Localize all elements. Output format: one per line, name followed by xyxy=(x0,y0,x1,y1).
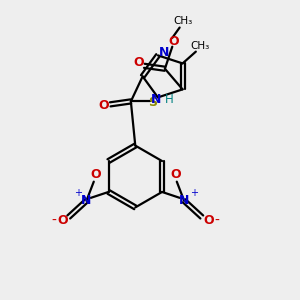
Text: -: - xyxy=(52,214,56,227)
Text: CH₃: CH₃ xyxy=(173,16,192,26)
Text: O: O xyxy=(98,99,109,112)
Text: O: O xyxy=(90,168,101,181)
Text: N: N xyxy=(81,194,92,207)
Text: O: O xyxy=(133,56,144,69)
Text: O: O xyxy=(203,214,214,227)
Text: N: N xyxy=(151,93,161,106)
Text: -: - xyxy=(214,214,219,227)
Text: O: O xyxy=(168,35,179,48)
Text: N: N xyxy=(179,194,189,207)
Text: +: + xyxy=(190,188,198,198)
Text: O: O xyxy=(170,168,181,181)
Text: +: + xyxy=(74,188,82,198)
Text: H: H xyxy=(165,93,173,106)
Text: S: S xyxy=(148,96,157,109)
Text: CH₃: CH₃ xyxy=(190,41,210,51)
Text: O: O xyxy=(57,214,68,227)
Text: N: N xyxy=(159,46,169,59)
